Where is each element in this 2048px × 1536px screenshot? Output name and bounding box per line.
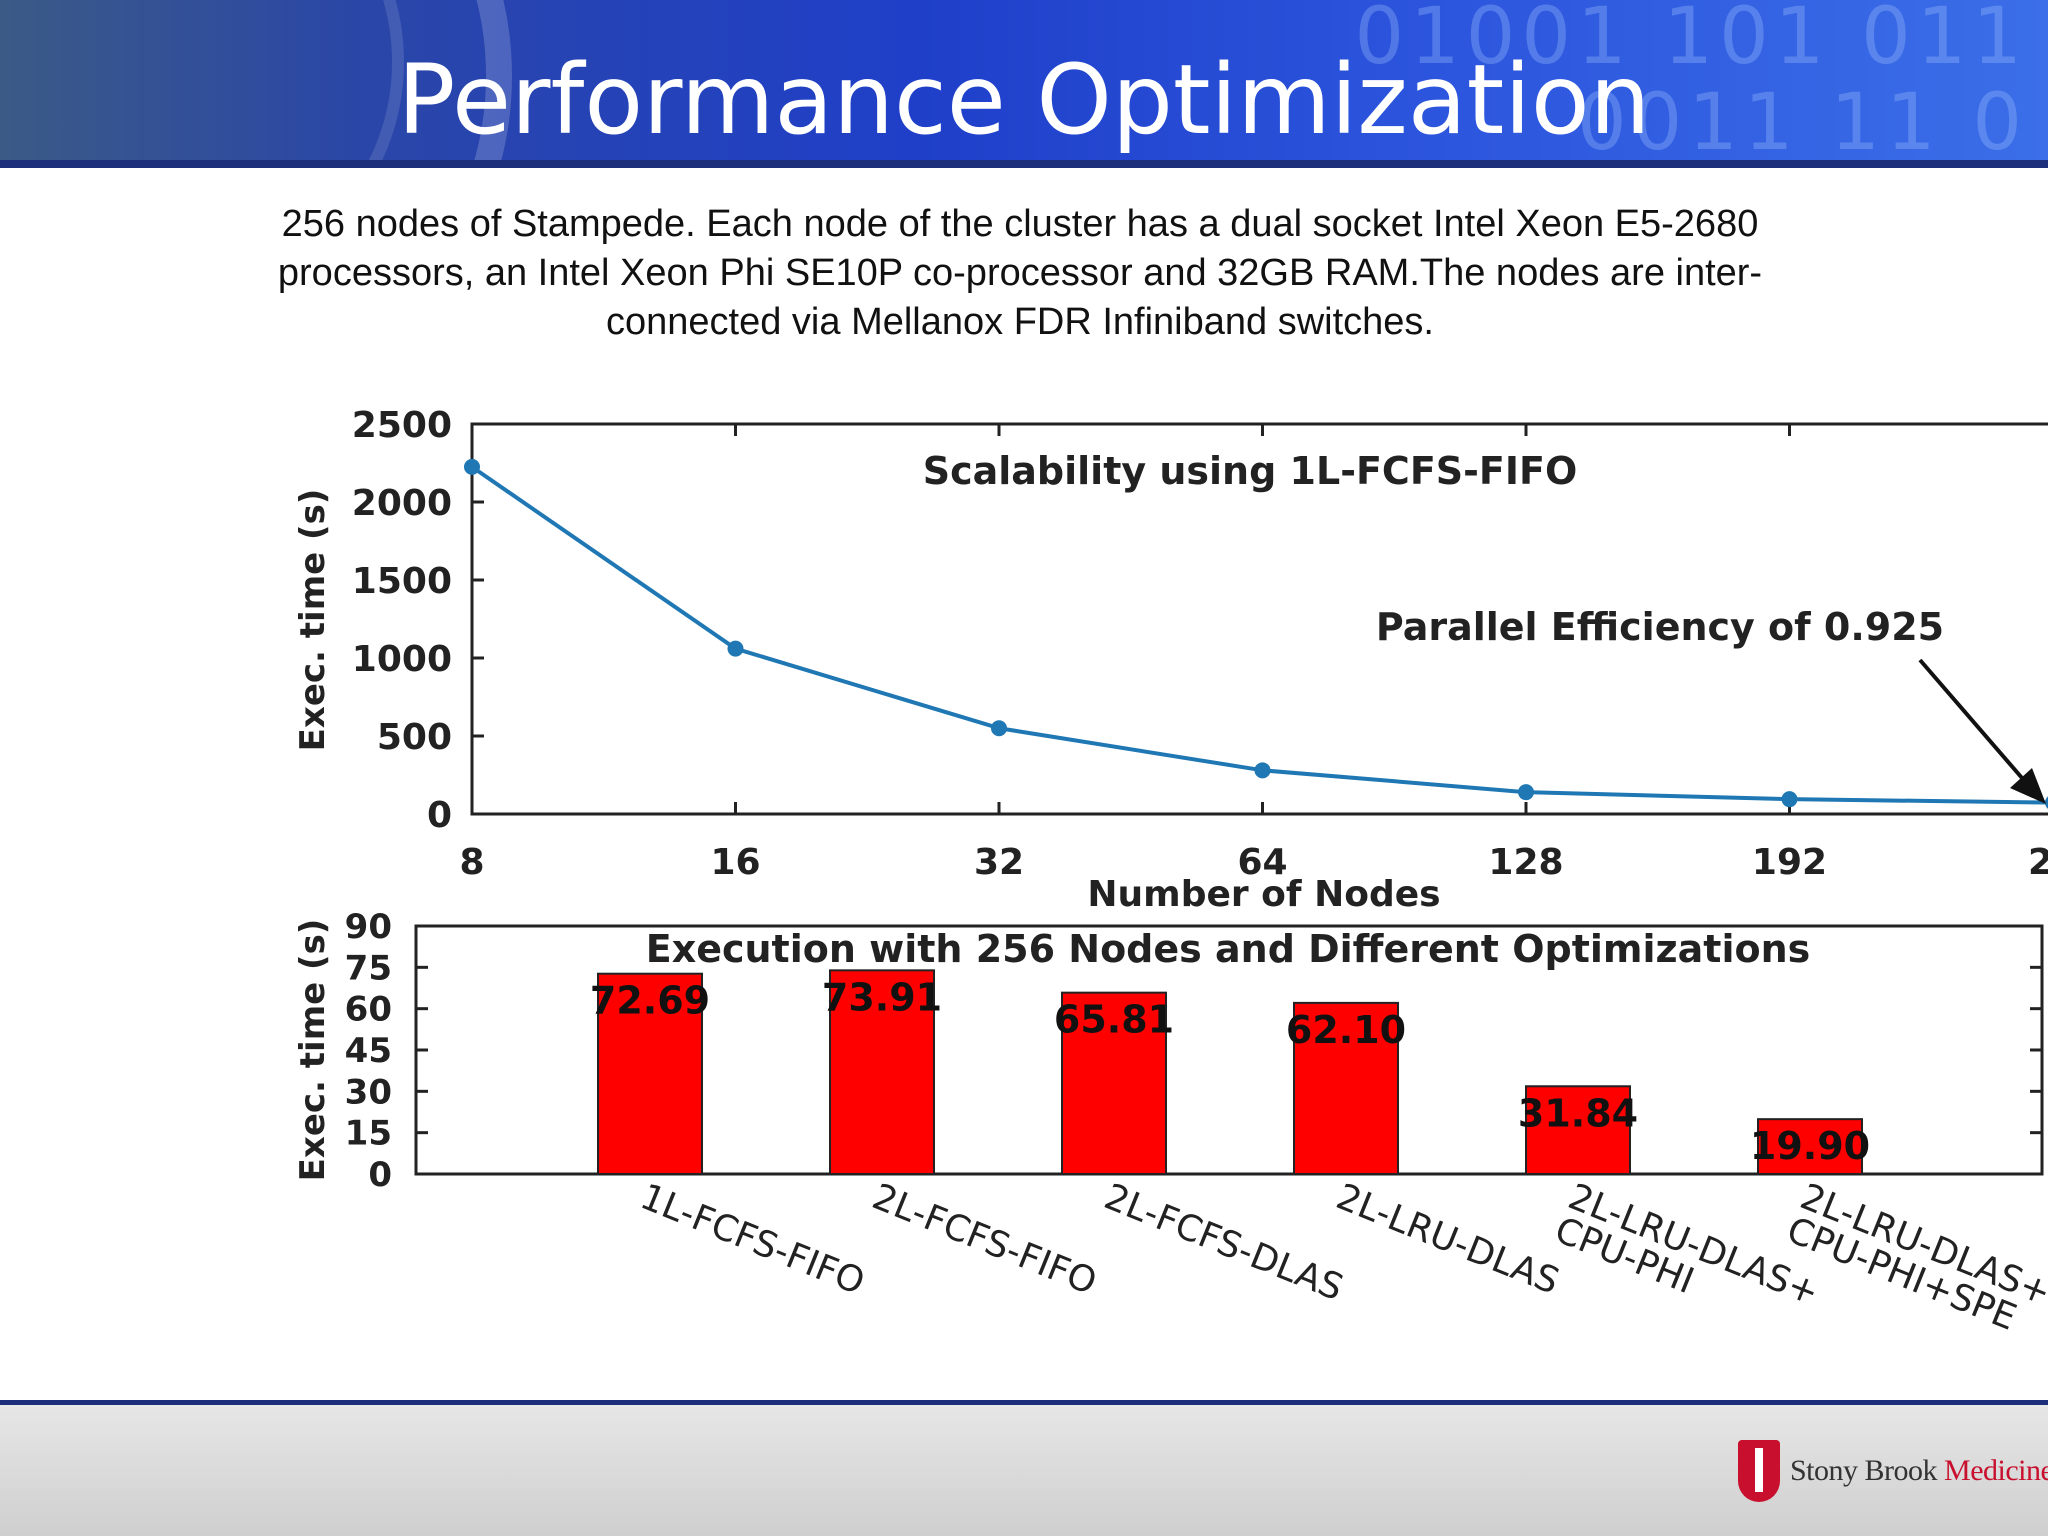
line-x-tick-label: 128 — [1488, 842, 1563, 883]
line-y-tick-label: 2500 — [352, 405, 452, 446]
bar-4 — [1293, 1001, 1399, 1175]
bar-data-label: 62.10 — [1286, 1008, 1406, 1052]
logo-wordmark-part2: Medicine — [1944, 1454, 2048, 1487]
line-chart-title: Scalability using 1L-FCFS-FIFO — [923, 449, 1578, 493]
line-data-point — [2045, 796, 2048, 809]
slide-subtitle: 256 nodes of Stampede. Each node of the … — [277, 203, 1763, 343]
bar-y-tick-label: 60 — [345, 990, 392, 1030]
line-y-tick-label: 1500 — [352, 561, 452, 602]
line-data-point — [991, 720, 1007, 737]
bar-2 — [829, 969, 935, 1176]
shield-icon — [1738, 1440, 1780, 1502]
bar-3 — [1061, 991, 1167, 1175]
line-data-point — [464, 458, 480, 475]
line-data-point — [1254, 762, 1271, 779]
bar-category-label-line: 2L-LRU-DLAS — [1331, 1176, 1565, 1302]
logo-wordmark: Stony Brook Medicine — [1790, 1454, 2048, 1488]
line-data-point — [1781, 791, 1798, 808]
line-x-tick-label: 8 — [459, 842, 484, 883]
bar-6 — [1757, 1118, 1863, 1175]
line-chart-y-axis-label: Exec. time (s) — [293, 489, 333, 752]
footer-rule — [0, 1400, 2048, 1405]
bar-chart-title: Execution with 256 Nodes and Different O… — [646, 927, 1811, 971]
line-chart-x-axis-label: Number of Nodes — [1087, 874, 1440, 915]
bar-data-label: 73.91 — [822, 975, 942, 1019]
line-y-tick-label: 500 — [377, 717, 452, 758]
line-chart-x-ticks: 8 16 32 64 128 192 25 — [459, 424, 2048, 883]
line-x-tick-label: 64 — [1237, 842, 1287, 883]
parallel-efficiency-annotation: Parallel Efficiency of 0.925 — [1376, 605, 1944, 649]
header-binary-decor: 01001 101 011 0011 11 0 — [1354, 0, 2028, 168]
line-y-tick-label: 0 — [427, 795, 452, 836]
line-x-tick-label: 25 — [2028, 842, 2048, 883]
logo-wordmark-part1: Stony Brook — [1790, 1454, 1945, 1487]
bar-data-label: 65.81 — [1054, 998, 1174, 1042]
header-rule — [0, 160, 2048, 168]
line-chart-frame — [470, 422, 2048, 816]
optimizations-bar-chart: Execution with 256 Nodes and Different O… — [293, 907, 2048, 1339]
bar-category-label: 2L-FCFS-FIFO — [867, 1176, 1103, 1303]
bar-chart-y-axis-label: Exec. time (s) — [293, 919, 333, 1182]
bar-5 — [1525, 1085, 1631, 1175]
line-x-tick-label: 32 — [974, 842, 1024, 883]
bar-y-tick-label: 30 — [345, 1072, 392, 1112]
line-x-tick-label: 16 — [710, 842, 760, 883]
bar-y-tick-label: 90 — [345, 907, 392, 947]
bar-y-tick-label: 45 — [345, 1031, 392, 1071]
slide-footer — [0, 1405, 2048, 1536]
line-y-tick-label: 2000 — [352, 483, 452, 524]
bar-category-label-line: 2L-FCFS-FIFO — [867, 1176, 1103, 1303]
stony-brook-medicine-logo: Stony Brook Medicine — [1738, 1440, 2048, 1504]
bar-category-label: 1L-FCFS-FIFO — [635, 1176, 871, 1303]
slide-title: Performance Optimization — [397, 44, 1651, 156]
bar-1 — [597, 972, 703, 1175]
line-data-point — [727, 640, 744, 657]
bar-data-label: 31.84 — [1518, 1091, 1638, 1135]
bar-category-label: 2L-LRU-DLAS+CPU-PHI — [1549, 1176, 1824, 1314]
bar-category-label: 2L-LRU-DLAS — [1331, 1176, 1565, 1302]
annotation-arrowhead — [2010, 768, 2046, 804]
bar-category-label-line: 2L-FCFS-DLAS — [1099, 1176, 1349, 1309]
bar-y-tick-label: 15 — [345, 1114, 392, 1154]
bar-chart-bars: 72.69 73.91 65.81 62.10 31.84 19.90 — [590, 969, 1870, 1176]
bar-chart-category-labels: 1L-FCFS-FIFO2L-FCFS-FIFO2L-FCFS-DLAS2L-L… — [635, 1176, 2048, 1338]
annotation-arrow — [1918, 658, 2024, 780]
line-chart-y-ticks: 0 500 1000 1500 2000 2500 — [352, 405, 484, 836]
bar-data-label: 19.90 — [1750, 1124, 1870, 1168]
line-chart-points — [464, 458, 2048, 809]
scalability-line-chart: Scalability using 1L-FCFS-FIFO Exec. tim… — [293, 405, 2048, 915]
bar-data-label: 72.69 — [590, 979, 710, 1023]
bar-y-tick-label: 0 — [368, 1155, 392, 1195]
line-data-point — [1518, 784, 1534, 801]
bar-y-tick-label: 75 — [345, 948, 392, 988]
line-y-tick-label: 1000 — [352, 639, 452, 680]
slide-header: 01001 101 011 0011 11 0 — [0, 0, 2048, 168]
line-x-tick-label: 192 — [1752, 842, 1827, 883]
bar-category-label: 2L-FCFS-DLAS — [1099, 1176, 1349, 1309]
bar-category-label: 2L-LRU-DLAS+CPU-PHI+SPE — [1781, 1176, 2048, 1338]
bar-category-label-line: 1L-FCFS-FIFO — [635, 1176, 871, 1303]
